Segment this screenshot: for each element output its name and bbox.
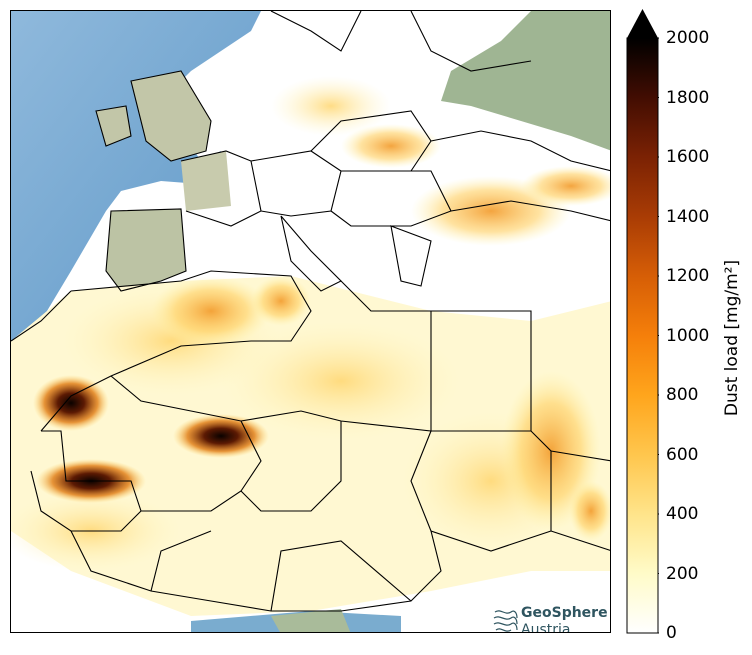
colorbar-extend-arrow: [627, 9, 658, 38]
ireland-land: [96, 106, 131, 146]
colorbar-tick-label: 400: [666, 504, 699, 524]
colorbar-tick-label: 1000: [666, 325, 710, 346]
colorbar-gradient: [626, 37, 659, 634]
logo-subtitle: Austria: [521, 622, 571, 633]
atlantic-ocean: [11, 11, 261, 341]
map-canvas: [11, 11, 610, 632]
central-africa-land: [271, 609, 351, 632]
colorbar-tick-label: 1400: [666, 206, 710, 227]
country-borders: [11, 11, 610, 612]
france-west-land: [181, 151, 231, 211]
colorbar-tick-label: 1200: [666, 266, 710, 286]
colorbar-tick-label: 1600: [666, 147, 710, 167]
iberia-land: [106, 209, 186, 291]
geosphere-austria-logo: GeoSphere Austria: [491, 604, 610, 633]
colorbar-label: Dust load [mg/m²]: [722, 259, 742, 417]
colorbar-ticks: [658, 37, 659, 634]
dust-hotspot-mali: [173, 414, 269, 458]
colorbar: [626, 9, 659, 634]
dust-load-map: GeoSphere Austria: [10, 10, 611, 633]
dust-hotspot-western-sahara: [33, 375, 109, 431]
logo-name: GeoSphere: [521, 605, 608, 621]
colorbar-tick-label: 600: [666, 444, 699, 465]
geosphere-logo-icon: [493, 610, 518, 632]
colorbar-tick-label: 200: [666, 563, 699, 584]
colorbar-tick-label: 0: [666, 623, 677, 643]
colorbar-tick-label: 800: [666, 385, 699, 405]
great-britain-land: [131, 71, 211, 161]
eastern-europe-land: [441, 11, 610, 151]
colorbar-tick-label: 2000: [666, 28, 710, 48]
colorbar-tick-label: 1800: [666, 87, 710, 108]
